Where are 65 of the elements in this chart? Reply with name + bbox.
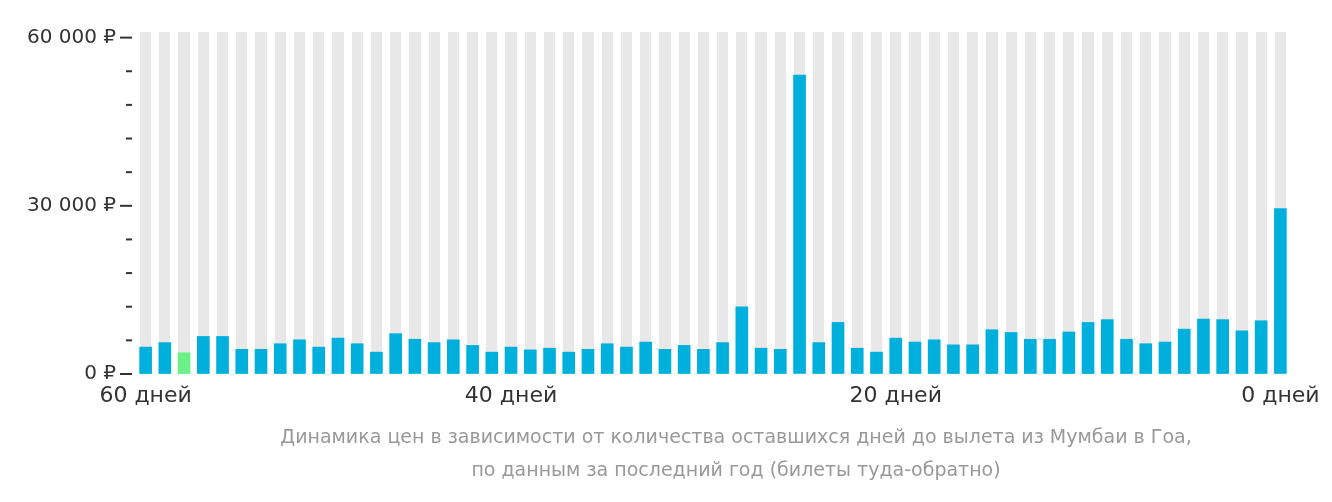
bar [870, 351, 883, 374]
bar [447, 339, 460, 374]
text: по данным за последний год (билеты туда-обратно) [471, 458, 1001, 480]
bar [408, 338, 422, 374]
bar [1235, 330, 1249, 374]
bar [1254, 320, 1268, 374]
bar [350, 343, 364, 374]
bar [600, 343, 614, 374]
bar [466, 345, 479, 374]
bar [754, 347, 768, 374]
bar [908, 341, 922, 374]
bar [312, 346, 326, 374]
bar [716, 342, 729, 374]
bar [543, 347, 556, 374]
bar [562, 351, 576, 374]
y-tick-label: 30 000 ₽ [26, 192, 117, 217]
bar [139, 346, 152, 374]
x-tick-label: 40 дней [464, 381, 558, 407]
bar [1120, 338, 1133, 374]
bar [1216, 319, 1230, 374]
bar [889, 337, 903, 374]
bar [370, 351, 383, 374]
bar [1024, 338, 1037, 374]
bar [620, 346, 633, 374]
bar [697, 349, 710, 374]
bar [966, 344, 979, 374]
bar [735, 306, 749, 374]
bar [812, 342, 826, 374]
bar [581, 349, 595, 374]
bar [1139, 343, 1153, 374]
bar [389, 333, 402, 374]
bar [773, 349, 787, 374]
bar [927, 339, 941, 374]
text: Динамика цен в зависимости от количества оставшихся дней до вылета из Мумбаи в Гоа, [280, 425, 1192, 447]
bar [1158, 341, 1172, 374]
bar [273, 343, 287, 374]
bar [523, 349, 537, 374]
bar [235, 349, 249, 374]
bar [850, 347, 864, 374]
bar [216, 336, 229, 374]
x-tick-label: 20 дней [849, 381, 942, 407]
bar [1100, 319, 1114, 374]
bar [947, 344, 960, 374]
y-tick-label: 60 000 ₽ [26, 23, 117, 48]
bar [1177, 328, 1191, 374]
bar [1062, 331, 1076, 374]
bar [985, 329, 999, 374]
x-tick-label: 0 дней [1241, 381, 1320, 407]
bar [831, 322, 845, 374]
bar [254, 349, 268, 374]
bar [639, 341, 653, 374]
bar [504, 346, 518, 374]
bar [1004, 332, 1018, 374]
bar [427, 342, 441, 374]
bar [485, 351, 499, 374]
bar [177, 352, 191, 374]
bar [158, 342, 172, 374]
bar [1043, 338, 1056, 374]
bar [1081, 322, 1095, 374]
bar [331, 337, 345, 374]
bar [677, 345, 691, 374]
bar [293, 339, 306, 374]
bar [658, 349, 672, 374]
bar [1197, 318, 1210, 374]
bar [196, 336, 210, 374]
